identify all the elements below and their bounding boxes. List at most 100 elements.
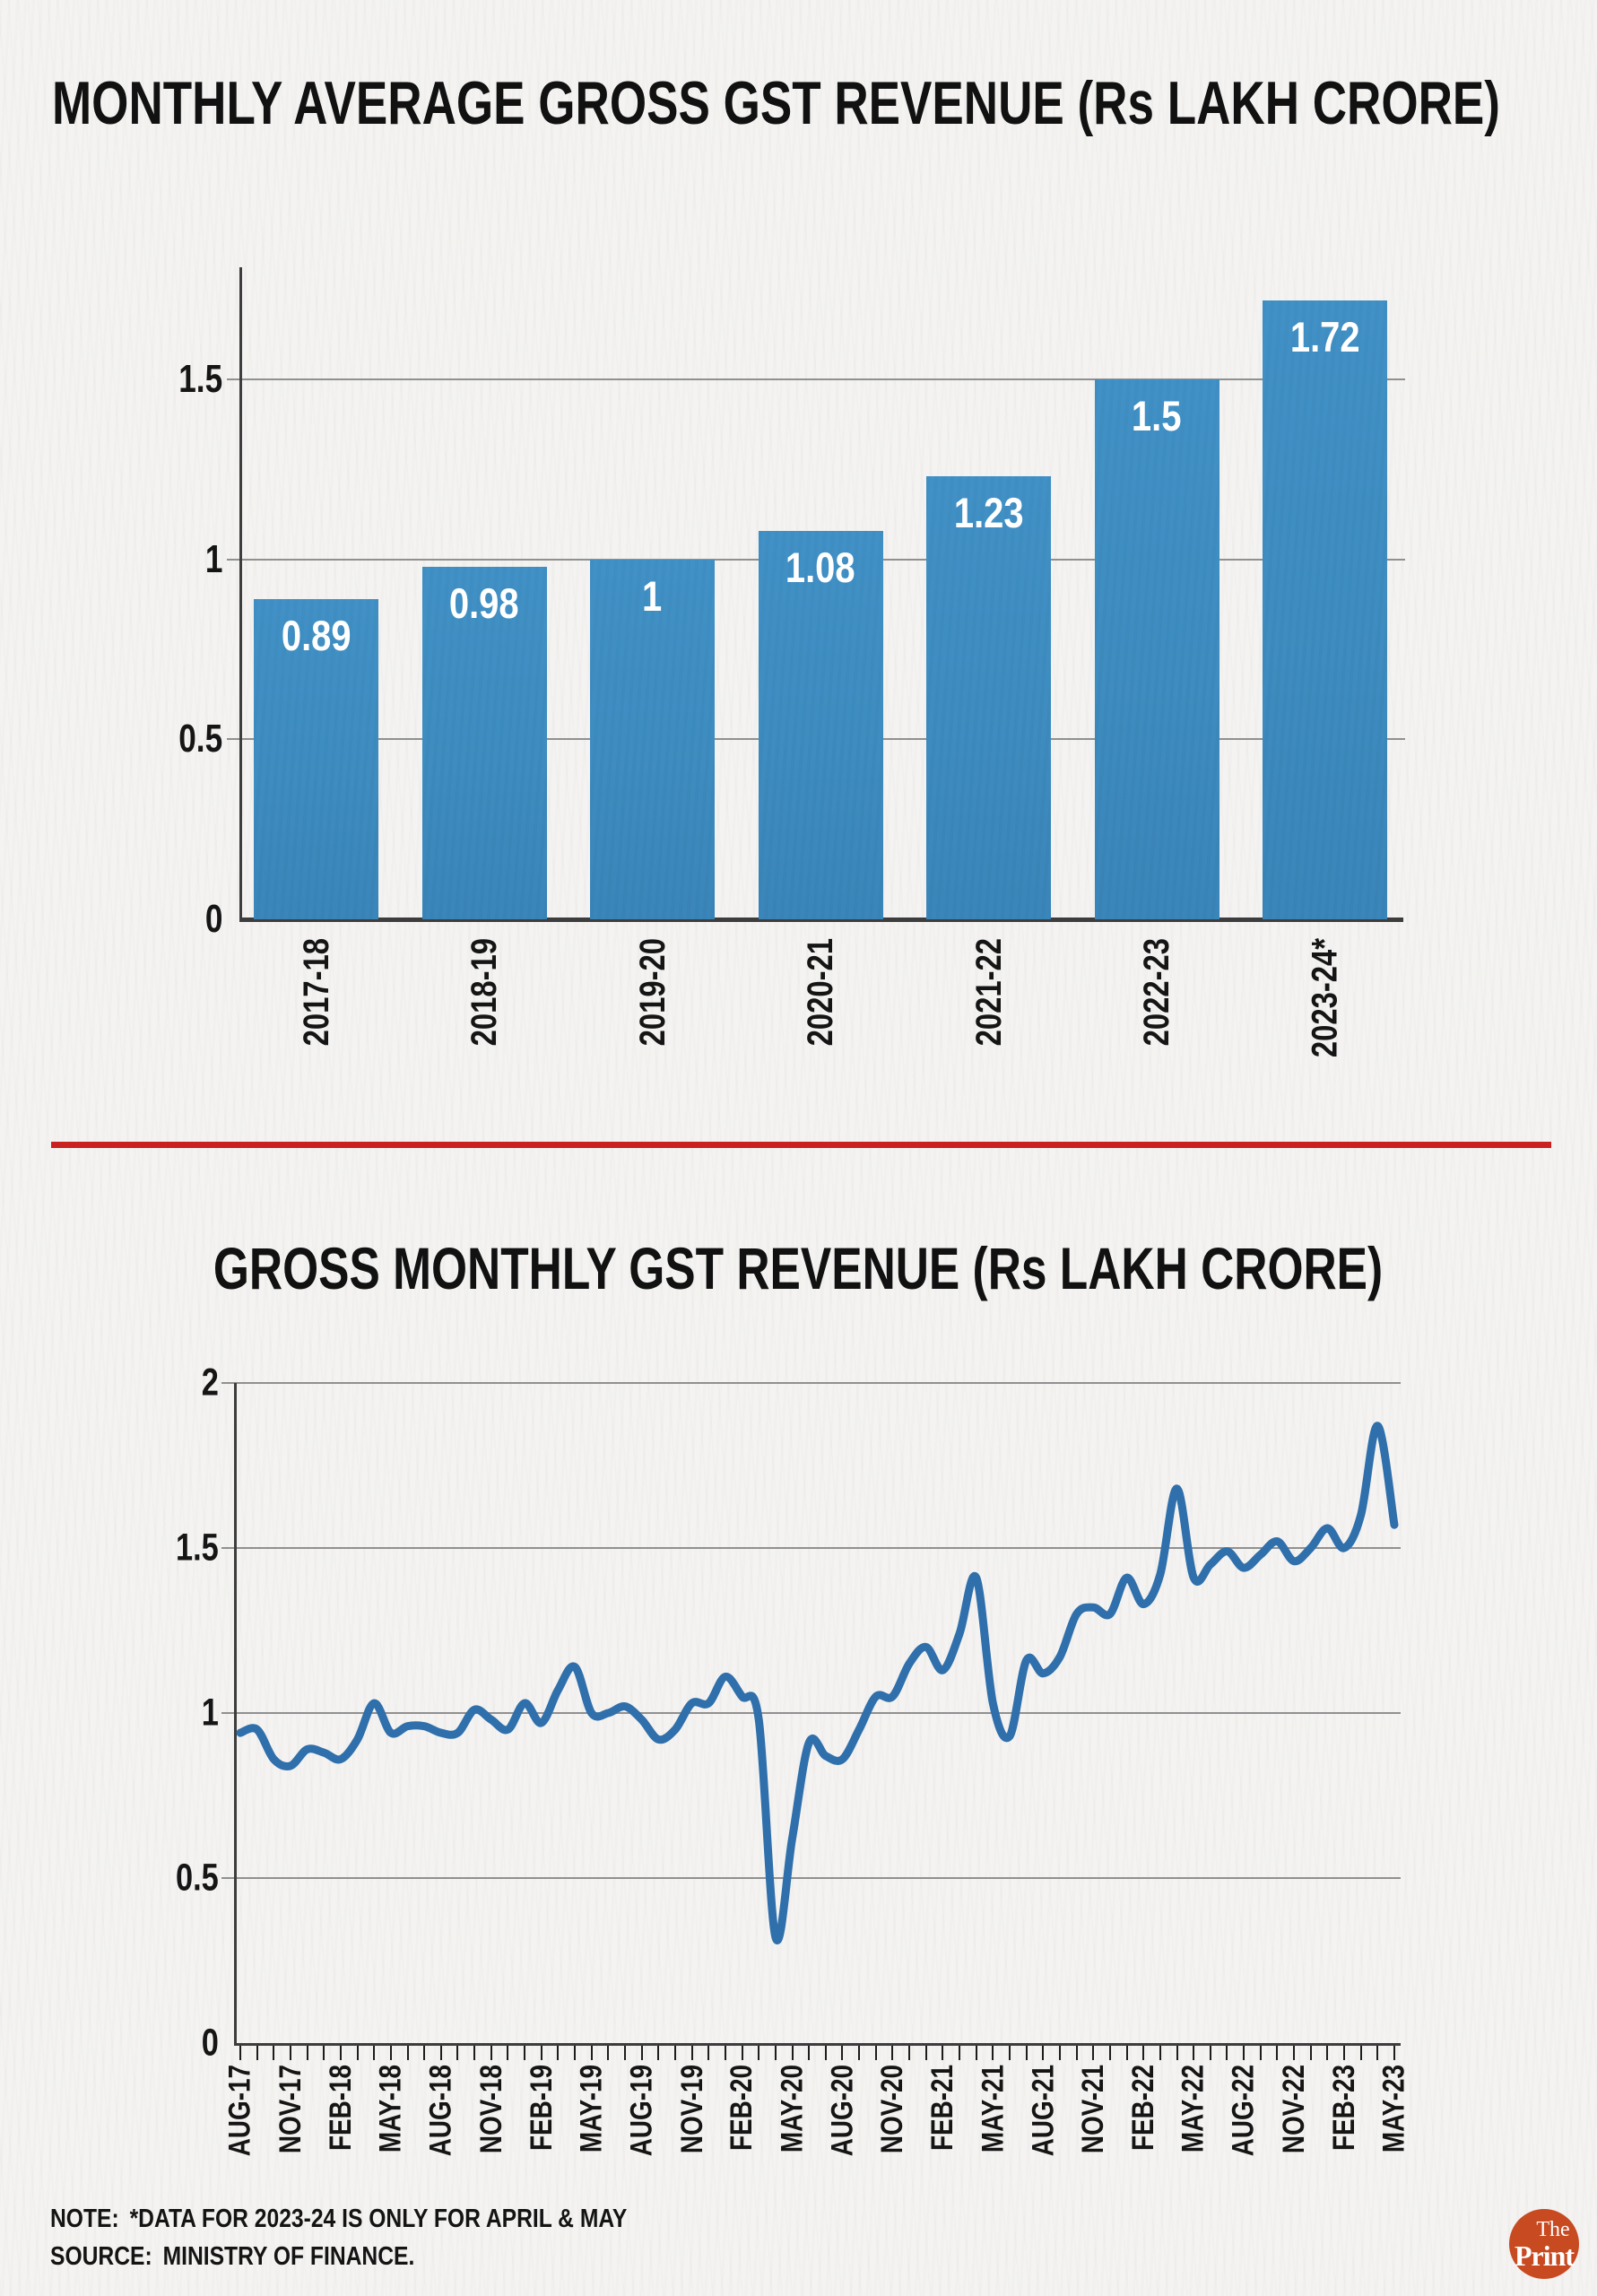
- line-x-month-label: MAY-19: [574, 2065, 609, 2153]
- x-tick: [557, 2046, 560, 2060]
- line-y-tick-label: 1.5: [102, 1526, 219, 1570]
- bar-chart-title: MONTHLY AVERAGE GROSS GST REVENUE (Rs LA…: [52, 69, 1500, 137]
- x-tick: [741, 2046, 743, 2060]
- bar-value-label: 1.72: [1263, 312, 1387, 361]
- line-x-month-label: FEB-18: [323, 2065, 358, 2152]
- source-line: SOURCE: MINISTRY OF FINANCE.: [50, 2242, 479, 2272]
- note-text: *DATA FOR 2023-24 IS ONLY FOR APRIL & MA…: [129, 2205, 628, 2233]
- x-tick: [507, 2046, 509, 2060]
- x-tick: [758, 2046, 760, 2060]
- x-tick: [540, 2046, 542, 2060]
- bar-y-tick-text: 1: [204, 536, 222, 581]
- x-tick: [323, 2046, 325, 2060]
- line-x-month-label: MAY-18: [373, 2065, 408, 2153]
- x-tick: [524, 2046, 526, 2060]
- x-tick: [1243, 2046, 1245, 2060]
- logo-print: Print: [1514, 2239, 1575, 2272]
- bar: 1: [590, 560, 715, 919]
- x-tick: [1108, 2046, 1111, 2060]
- bar-value-text: 1: [642, 572, 663, 620]
- note-label: NOTE:: [50, 2205, 119, 2233]
- x-tick: [1276, 2046, 1279, 2060]
- x-tick: [590, 2046, 593, 2060]
- x-tick: [1159, 2046, 1161, 2060]
- x-tick: [724, 2046, 726, 2060]
- bar-y-tick-text: 0.5: [178, 717, 222, 761]
- line-chart-y-axis: [234, 1383, 237, 2046]
- line-y-tick-text: 0: [201, 2021, 219, 2065]
- x-tick: [1058, 2046, 1061, 2060]
- x-tick: [908, 2046, 911, 2060]
- source-label: SOURCE:: [50, 2242, 152, 2271]
- line-gridline: [221, 1382, 1401, 1384]
- line-x-month-label: AUG-19: [624, 2065, 659, 2157]
- x-tick: [273, 2046, 275, 2060]
- bar-value-label: 0.89: [254, 611, 378, 660]
- x-tick: [841, 2046, 844, 2060]
- x-tick: [1092, 2046, 1095, 2060]
- x-tick: [1142, 2046, 1145, 2060]
- x-tick: [1309, 2046, 1312, 2060]
- x-tick: [992, 2046, 994, 2060]
- x-tick: [640, 2046, 643, 2060]
- line-x-month-label: NOV-18: [473, 2065, 508, 2154]
- bar: 1.08: [758, 531, 883, 919]
- bar-chart-y-axis: [239, 267, 242, 921]
- x-tick: [808, 2046, 811, 2060]
- bar-x-category-label: 2019-20: [632, 938, 673, 1047]
- x-tick: [657, 2046, 660, 2060]
- bar-y-tick-label: 1: [106, 537, 222, 582]
- line-gridline: [221, 1547, 1401, 1549]
- bar-y-tick-label: 0: [106, 897, 222, 942]
- line-x-month-label: FEB-23: [1327, 2065, 1362, 2152]
- bar-value-text: 0.98: [449, 579, 519, 627]
- theprint-logo: The Print: [1509, 2209, 1579, 2279]
- x-tick: [574, 2046, 577, 2060]
- bar-value-label: 1: [590, 571, 715, 621]
- x-tick: [1176, 2046, 1178, 2060]
- line-x-month-label: NOV-19: [674, 2065, 709, 2154]
- x-tick: [339, 2046, 342, 2060]
- x-tick: [356, 2046, 359, 2060]
- x-tick: [1359, 2046, 1362, 2060]
- bar-x-category-label: 2017-18: [296, 938, 336, 1047]
- logo-the: The: [1536, 2217, 1570, 2241]
- red-divider: [51, 1142, 1551, 1148]
- line-y-tick-text: 2: [201, 1361, 219, 1405]
- bar-y-tick-text: 0: [204, 897, 222, 941]
- bar-value-text: 1.23: [953, 489, 1024, 536]
- x-tick: [389, 2046, 392, 2060]
- bar-x-category-label: 2020-21: [801, 938, 840, 1047]
- x-tick: [774, 2046, 777, 2060]
- bar-y-tick-label: 1.5: [106, 357, 222, 402]
- bar-x-category-label: 2022-23: [1137, 938, 1176, 1047]
- x-tick: [490, 2046, 492, 2060]
- x-tick: [874, 2046, 877, 2060]
- line-y-tick-label: 0: [102, 2022, 219, 2066]
- bar-value-label: 1.5: [1095, 391, 1219, 440]
- line-x-month-label: FEB-21: [925, 2065, 960, 2152]
- bar: 0.89: [254, 599, 378, 919]
- bar-value-text: 1.5: [1132, 392, 1182, 439]
- x-tick: [791, 2046, 794, 2060]
- bar-value-label: 1.23: [926, 488, 1051, 537]
- bar: 1.5: [1094, 379, 1219, 919]
- bar-value-text: 1.08: [785, 544, 855, 591]
- bar-gridline: [227, 378, 1405, 381]
- line-chart-series: [234, 1383, 1401, 2043]
- line-x-month-label: MAY-23: [1377, 2065, 1411, 2153]
- x-tick: [439, 2046, 442, 2060]
- line-y-tick-text: 1.5: [176, 1526, 219, 1570]
- x-tick: [406, 2046, 409, 2060]
- x-tick: [256, 2046, 258, 2060]
- x-tick: [306, 2046, 308, 2060]
- x-tick: [824, 2046, 827, 2060]
- line-chart-plot: [221, 1382, 1401, 2043]
- x-tick: [607, 2046, 610, 2060]
- x-tick: [1326, 2046, 1329, 2060]
- source-text: MINISTRY OF FINANCE.: [162, 2242, 415, 2271]
- note-line: NOTE: *DATA FOR 2023-24 IS ONLY FOR APRIL…: [50, 2205, 729, 2234]
- line-y-tick-label: 0.5: [102, 1857, 219, 1900]
- bar-chart-x-axis: [239, 918, 1403, 922]
